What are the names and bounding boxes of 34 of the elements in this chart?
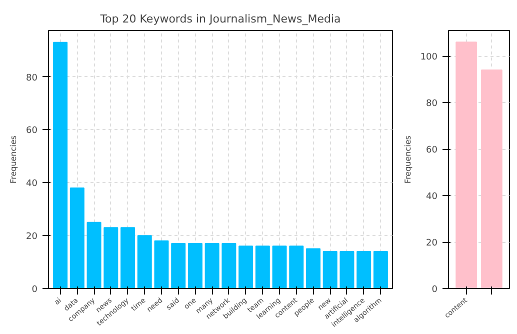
bar — [70, 187, 84, 288]
bar — [272, 246, 287, 288]
chart-title: Top 20 Keywords in Journalism_News_Media — [99, 12, 341, 26]
y-tick-label: 60 — [26, 126, 38, 136]
y-tick-label: 40 — [26, 179, 38, 190]
bar — [53, 42, 68, 288]
bar — [238, 246, 254, 288]
y-tick-label: 80 — [426, 99, 438, 110]
bar — [86, 222, 102, 288]
bar — [188, 243, 202, 288]
y-tick-label: 60 — [426, 146, 438, 156]
y-axis-title: Frequencies — [9, 136, 18, 184]
bar — [204, 243, 220, 288]
y-tick-label: 80 — [26, 73, 38, 84]
bar — [340, 250, 354, 288]
bar — [222, 243, 236, 288]
y-tick-label: 20 — [26, 232, 38, 242]
y-tick-label: 20 — [426, 238, 438, 249]
bar — [137, 235, 152, 288]
bar — [255, 246, 270, 288]
bar — [289, 246, 304, 288]
y-tick-label: 100 — [420, 52, 438, 63]
bar — [356, 250, 372, 288]
y-tick-label: 40 — [426, 192, 438, 202]
y-axis-title: Frequencies — [403, 136, 412, 184]
bar — [154, 240, 169, 288]
bar — [104, 227, 118, 288]
bar — [171, 243, 186, 288]
bar — [306, 248, 320, 288]
y-tick-label: 0 — [432, 285, 438, 295]
bar — [322, 250, 338, 288]
bar — [120, 227, 135, 288]
bar — [373, 250, 388, 288]
y-tick-label: 0 — [32, 285, 38, 295]
